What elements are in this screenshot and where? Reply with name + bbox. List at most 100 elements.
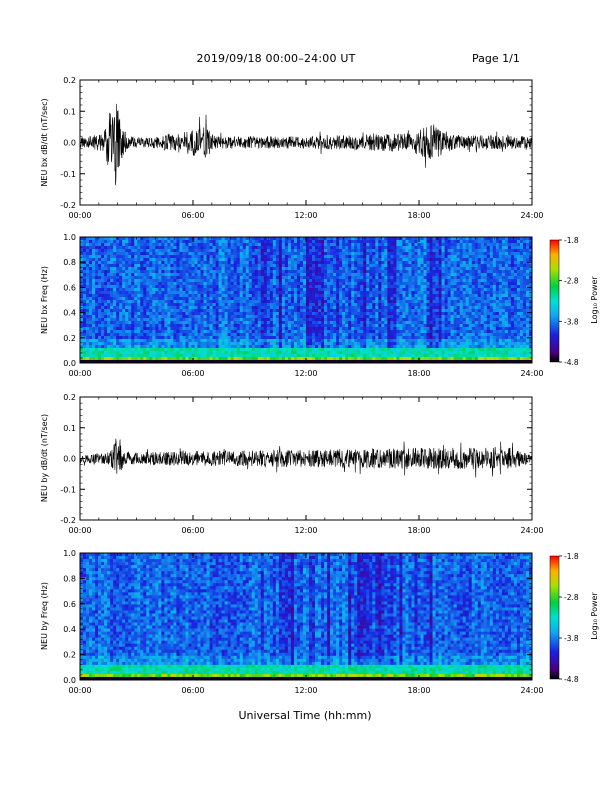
spectrogram-cell — [185, 360, 189, 364]
spectrogram-cell — [206, 348, 210, 352]
spectrogram-cell — [209, 348, 213, 352]
spectrogram-cell — [327, 288, 331, 292]
spectrogram-cell — [302, 288, 307, 292]
spectrogram-cell — [98, 330, 102, 334]
spectrogram-cell — [158, 351, 162, 355]
spectrogram-cell — [363, 255, 367, 259]
spectrogram-cell — [336, 267, 340, 271]
spectrogram-cell — [176, 240, 180, 244]
spectrogram-cell — [173, 300, 177, 304]
spectrogram-cell — [104, 336, 108, 340]
spectrogram-cell — [206, 255, 210, 259]
spectrogram-cell — [372, 279, 376, 283]
spectrogram-cell — [203, 339, 207, 343]
spectrogram-cell — [173, 294, 177, 298]
spectrogram-cell — [321, 312, 325, 316]
spectrogram-cell — [206, 264, 210, 268]
spectrogram-cell — [128, 345, 132, 349]
spectrogram-cell — [426, 303, 430, 307]
spectrogram-cell — [236, 288, 240, 292]
spectrogram-cell — [176, 264, 180, 268]
spectrogram-cell — [212, 297, 216, 301]
spectrogram-cell — [239, 306, 244, 310]
spectrogram-cell — [191, 354, 195, 358]
spectrogram-cell — [173, 330, 177, 334]
spectrogram-cell — [402, 240, 406, 244]
spectrogram-cell — [290, 249, 295, 253]
spectrogram-cell — [278, 348, 283, 352]
spectrogram-cell — [384, 297, 388, 301]
spectrogram-cell — [417, 303, 421, 307]
spectrogram-cell — [251, 282, 256, 286]
spectrogram-cell — [378, 264, 382, 268]
spectrogram-cell — [281, 258, 286, 262]
spectrogram-cell — [227, 267, 231, 271]
spectrogram-cell — [390, 351, 394, 355]
spectrogram-cell — [230, 339, 234, 343]
spectrogram-cell — [290, 294, 295, 298]
spectrogram-cell — [312, 318, 316, 322]
spectrogram-cell — [251, 294, 256, 298]
spectrogram-cell — [212, 300, 216, 304]
spectrogram-cell — [375, 297, 379, 301]
spectrogram-cell — [393, 327, 397, 331]
spectrogram-cell — [408, 258, 412, 262]
spectrogram-cell — [402, 285, 406, 289]
spectrogram-cell — [182, 246, 186, 250]
spectrogram-cell — [339, 306, 343, 310]
spectrogram-cell — [242, 357, 247, 361]
spectrogram-cell — [408, 351, 412, 355]
spectrogram-cell — [327, 324, 331, 328]
spectrogram-cell — [330, 249, 334, 253]
spectrogram-cell — [158, 237, 162, 241]
spectrogram-cell — [155, 312, 159, 316]
spectrogram-cell — [366, 330, 370, 334]
spectrogram-cell — [200, 348, 204, 352]
y-tick-label: 0.2 — [63, 76, 76, 85]
spectrogram-cell — [212, 243, 216, 247]
spectrogram-cell — [167, 291, 171, 295]
spectrogram-cell — [396, 285, 400, 289]
spectrogram-cell — [266, 288, 271, 292]
spectrogram-cell — [101, 354, 105, 358]
spectrogram-cell — [164, 345, 168, 349]
spectrogram-cell — [185, 294, 189, 298]
spectrogram-cell — [248, 240, 253, 244]
spectrogram-cell — [167, 282, 171, 286]
spectrogram-cell — [239, 282, 244, 286]
spectrogram-cell — [221, 240, 225, 244]
spectrogram-cell — [266, 285, 271, 289]
spectrogram-cell — [233, 291, 237, 295]
spectrogram-cell — [360, 327, 364, 331]
spectrogram-cell — [369, 240, 373, 244]
spectrogram-cell — [384, 243, 388, 247]
spectrogram-cell — [134, 252, 138, 256]
spectrogram-cell — [384, 330, 388, 334]
spectrogram-cell — [426, 321, 430, 325]
spectrogram-cell — [369, 279, 373, 283]
spectrogram-cell — [284, 279, 289, 283]
spectrogram-cell — [140, 279, 144, 283]
spectrogram-cell — [333, 348, 337, 352]
spectrogram-cell — [107, 258, 111, 262]
spectrogram-cell — [381, 345, 385, 349]
spectrogram-cell — [92, 342, 96, 346]
spectrogram-cell — [420, 243, 424, 247]
spectrogram-cell — [396, 324, 400, 328]
spectrogram-cell — [290, 267, 295, 271]
spectrogram-cell — [218, 306, 222, 310]
spectrogram-cell — [140, 297, 144, 301]
spectrogram-cell — [357, 273, 361, 277]
spectrogram-cell — [302, 246, 307, 250]
spectrogram-cell — [309, 243, 313, 247]
spectrogram-cell — [149, 321, 153, 325]
spectrogram-cell — [387, 309, 391, 313]
spectrogram-cell — [321, 324, 325, 328]
spectrogram-cell — [158, 300, 162, 304]
spectrogram-cell — [327, 336, 331, 340]
spectrogram-cell — [131, 237, 135, 241]
spectrogram-cell — [92, 333, 96, 337]
spectrogram-cell — [302, 282, 307, 286]
spectrogram-cell — [357, 255, 361, 259]
spectrogram-cell — [299, 291, 304, 295]
